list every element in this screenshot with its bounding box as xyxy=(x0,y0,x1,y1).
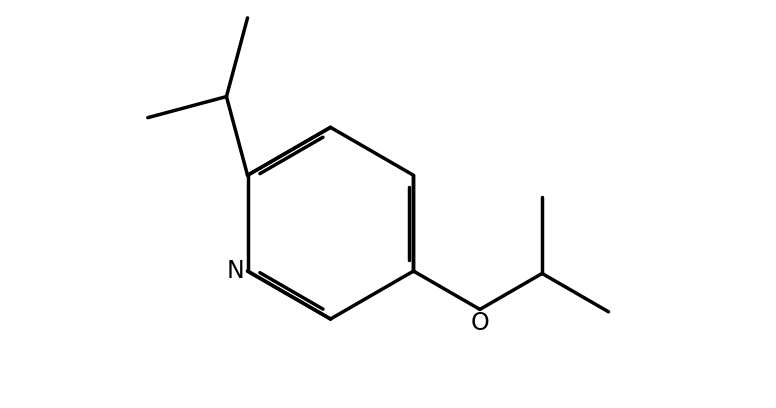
Text: N: N xyxy=(226,259,244,283)
Text: O: O xyxy=(470,311,489,335)
